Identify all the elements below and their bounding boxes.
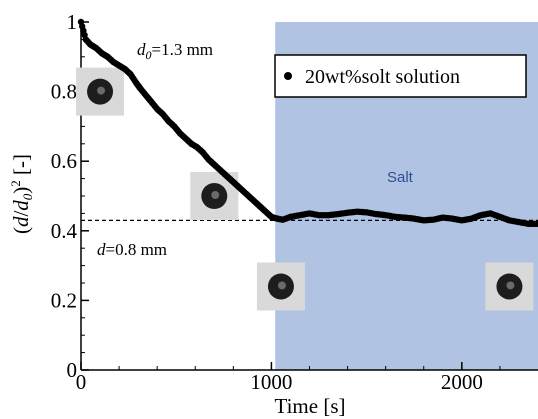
annotation-d-value: =0.8 mm <box>106 240 168 259</box>
x-tick-label: 2000 <box>441 370 483 394</box>
annotation-d0-value: =1.3 mm <box>152 40 214 59</box>
legend-box <box>274 54 527 98</box>
data-points-layer <box>77 18 538 228</box>
y-tick-label: 1 <box>67 10 78 34</box>
y-title-open-paren: ( <box>9 227 33 234</box>
y-title-d: d <box>9 216 33 227</box>
droplet-image-drop-2 <box>190 172 239 220</box>
legend-marker <box>284 72 292 80</box>
y-title-slash: / <box>9 211 33 217</box>
y-title-close-paren: ) <box>9 187 33 194</box>
annotation-d0-subscript: 0 <box>146 48 152 62</box>
y-title-d0: d <box>9 200 33 211</box>
droplet-image-drop-3 <box>256 262 305 311</box>
y-tick-label: 0 <box>67 358 78 382</box>
y-title-unit: [-] <box>9 154 33 180</box>
y-title-exponent: 2 <box>8 180 23 187</box>
x-tick-label: 1000 <box>250 370 292 394</box>
y-tick-label: 0.4 <box>51 219 78 243</box>
annotation-final-diameter: d=0.8 mm <box>97 240 167 259</box>
droplet-highlight <box>211 191 220 199</box>
y-axis-title: (d/d0)2 [-] <box>8 154 35 234</box>
y-tick-label: 0.8 <box>51 80 77 104</box>
droplet-image-drop-1 <box>76 67 125 116</box>
droplet-highlight <box>506 281 515 290</box>
x-tick-label: 0 <box>76 370 87 394</box>
y-tick-label: 0.6 <box>51 149 77 173</box>
legend: 20wt%solt solution <box>274 54 527 98</box>
droplet-images-layer <box>76 67 534 311</box>
annotation-d-symbol: d <box>97 240 106 259</box>
y-tick-label: 0.2 <box>51 288 77 312</box>
ticks-layer: 0 0.2 0.4 0.6 0.8 1 0 1000 2000 <box>51 10 501 394</box>
x-axis-title: Time [s] <box>275 394 346 418</box>
legend-label: 20wt%solt solution <box>305 66 460 88</box>
y-title-subscript: 0 <box>20 193 35 200</box>
data-point <box>534 220 538 228</box>
salt-region-label: Salt <box>387 169 414 186</box>
droplet-highlight <box>97 86 106 95</box>
annotation-initial-diameter: d0=1.3 mm <box>137 40 213 62</box>
annotation-d0-symbol: d <box>137 40 146 59</box>
droplet-image-drop-4 <box>485 262 534 311</box>
droplet-highlight <box>277 281 286 290</box>
